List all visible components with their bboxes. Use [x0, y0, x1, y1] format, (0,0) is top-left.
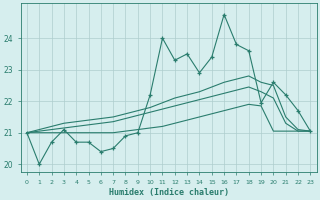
X-axis label: Humidex (Indice chaleur): Humidex (Indice chaleur) — [108, 188, 228, 197]
